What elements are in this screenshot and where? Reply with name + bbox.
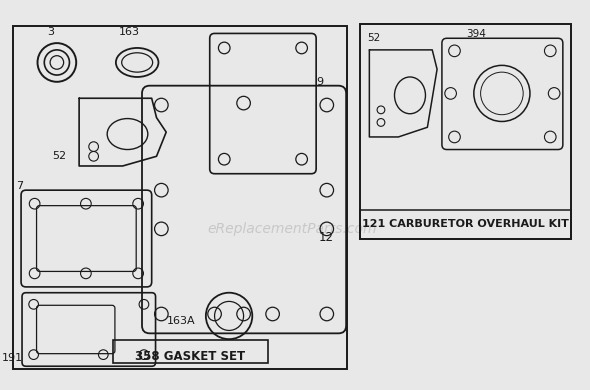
Text: 121 CARBURETOR OVERHAUL KIT: 121 CARBURETOR OVERHAUL KIT: [362, 219, 569, 229]
Text: 394: 394: [466, 29, 486, 39]
Text: 52: 52: [53, 151, 67, 161]
Bar: [360, 209, 571, 239]
Text: 12: 12: [319, 231, 334, 244]
Text: 191: 191: [2, 353, 23, 363]
Bar: [113, 340, 268, 363]
Text: 163A: 163A: [166, 316, 195, 326]
Text: 9: 9: [316, 77, 323, 87]
Text: 358 GASKET SET: 358 GASKET SET: [135, 350, 245, 363]
Bar: [14, 26, 347, 369]
Text: eReplacementParts.com: eReplacementParts.com: [207, 222, 376, 236]
Text: 3: 3: [48, 27, 54, 37]
Bar: [360, 24, 571, 239]
Text: 7: 7: [16, 181, 23, 191]
Text: 163: 163: [119, 27, 140, 37]
Text: 52: 52: [368, 33, 381, 43]
